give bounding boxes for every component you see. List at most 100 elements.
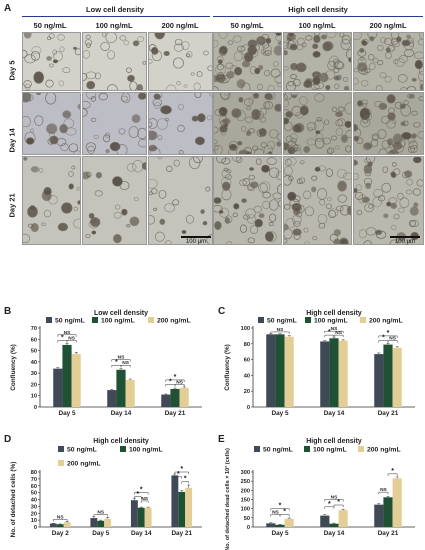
cell-mark bbox=[292, 214, 302, 225]
cell-mark bbox=[419, 83, 423, 90]
cell-mark bbox=[181, 41, 190, 50]
cell-mark bbox=[343, 76, 349, 82]
cell-mark bbox=[290, 74, 297, 80]
cell-mark bbox=[193, 82, 201, 90]
cell-mark bbox=[214, 39, 219, 48]
cell-mark bbox=[354, 33, 362, 41]
cell-mark bbox=[354, 191, 364, 200]
sig-bracket bbox=[120, 364, 131, 368]
cell-mark bbox=[356, 209, 363, 216]
cell-mark bbox=[354, 188, 358, 193]
cell-mark bbox=[196, 71, 203, 78]
cell-mark bbox=[226, 169, 232, 174]
cell-mark bbox=[286, 80, 296, 90]
chart-title: High cell density bbox=[306, 438, 362, 445]
cell-mark bbox=[311, 175, 318, 181]
cell-mark bbox=[406, 85, 417, 90]
cell-mark bbox=[362, 102, 368, 108]
cell-mark bbox=[181, 230, 187, 234]
cell-mark bbox=[330, 135, 338, 141]
cell-mark bbox=[149, 44, 157, 52]
cell-mark bbox=[284, 65, 289, 71]
legend-label: 50 ng/mL bbox=[267, 318, 297, 325]
cell-mark bbox=[405, 239, 412, 244]
cell-mark bbox=[394, 101, 403, 110]
cell-mark bbox=[154, 231, 165, 242]
bar bbox=[62, 344, 72, 407]
sig-bracket bbox=[57, 334, 77, 337]
cell-mark bbox=[357, 49, 367, 57]
cell-mark bbox=[368, 204, 374, 209]
sig-bracket bbox=[93, 514, 108, 517]
cell-mark bbox=[269, 213, 277, 222]
sig-bracket bbox=[324, 506, 335, 509]
cell-mark bbox=[259, 116, 267, 123]
y-tick-label: 60 bbox=[31, 484, 37, 490]
sig-label: NS bbox=[64, 330, 71, 336]
sig-bracket bbox=[134, 492, 149, 495]
cell-mark bbox=[137, 93, 146, 100]
cell-mark bbox=[386, 138, 394, 146]
cell-mark bbox=[365, 182, 372, 190]
cell-mark bbox=[264, 93, 273, 100]
cell-mark bbox=[58, 80, 65, 87]
high-density-header: High cell density bbox=[288, 5, 348, 14]
bar bbox=[130, 500, 138, 527]
cell-mark bbox=[411, 110, 418, 116]
cell-mark bbox=[165, 117, 169, 122]
cell-mark bbox=[173, 43, 184, 52]
cell-mark bbox=[267, 84, 275, 90]
cell-mark bbox=[277, 41, 281, 46]
cell-mark bbox=[153, 207, 158, 211]
cell-mark bbox=[83, 171, 91, 180]
cell-mark bbox=[120, 95, 129, 102]
cell-mark bbox=[216, 157, 227, 164]
cell-mark bbox=[299, 160, 305, 165]
cell-mark bbox=[23, 33, 32, 39]
cell-mark bbox=[23, 116, 31, 128]
cell-mark bbox=[68, 171, 74, 177]
cell-mark bbox=[399, 87, 408, 90]
cell-mark bbox=[94, 190, 103, 197]
y-tick-label: 0 bbox=[247, 405, 250, 411]
cell-mark bbox=[53, 51, 63, 62]
x-tick-label: Day 14 bbox=[324, 530, 345, 537]
cell-mark bbox=[177, 103, 184, 110]
cell-mark bbox=[177, 124, 185, 133]
panel-letter: D bbox=[4, 434, 11, 445]
sig-bracket bbox=[141, 500, 149, 503]
cell-mark bbox=[109, 141, 121, 152]
cell-mark bbox=[249, 181, 259, 189]
cell-mark bbox=[232, 212, 238, 218]
cell-mark bbox=[260, 142, 267, 148]
y-tick-label: 50 bbox=[31, 491, 37, 497]
cell-mark bbox=[361, 196, 370, 203]
legend-swatch bbox=[358, 446, 364, 452]
low-density-header: Low cell density bbox=[86, 5, 144, 14]
bar bbox=[56, 524, 64, 527]
cell-mark bbox=[401, 171, 410, 179]
micrograph-tile bbox=[213, 156, 282, 245]
bar bbox=[104, 518, 112, 527]
cell-mark bbox=[156, 118, 169, 130]
high-density-group-line bbox=[213, 16, 423, 17]
cell-mark bbox=[23, 50, 28, 58]
y-tick-label: 70 bbox=[31, 326, 37, 332]
cell-mark bbox=[268, 167, 280, 178]
cell-mark bbox=[375, 84, 383, 90]
cell-mark bbox=[220, 93, 231, 101]
cell-mark bbox=[103, 134, 111, 143]
cell-mark bbox=[341, 35, 351, 45]
cell-mark bbox=[84, 39, 93, 46]
cell-mark bbox=[149, 215, 156, 225]
micrograph-cells bbox=[284, 33, 351, 90]
cell-mark bbox=[318, 222, 326, 229]
cell-mark bbox=[334, 111, 344, 118]
sig-label: * bbox=[391, 468, 394, 475]
cell-mark bbox=[255, 158, 262, 166]
cell-mark bbox=[310, 83, 320, 90]
cell-mark bbox=[325, 203, 332, 209]
cell-mark bbox=[153, 49, 159, 55]
bar bbox=[170, 388, 180, 407]
bar bbox=[329, 523, 339, 527]
